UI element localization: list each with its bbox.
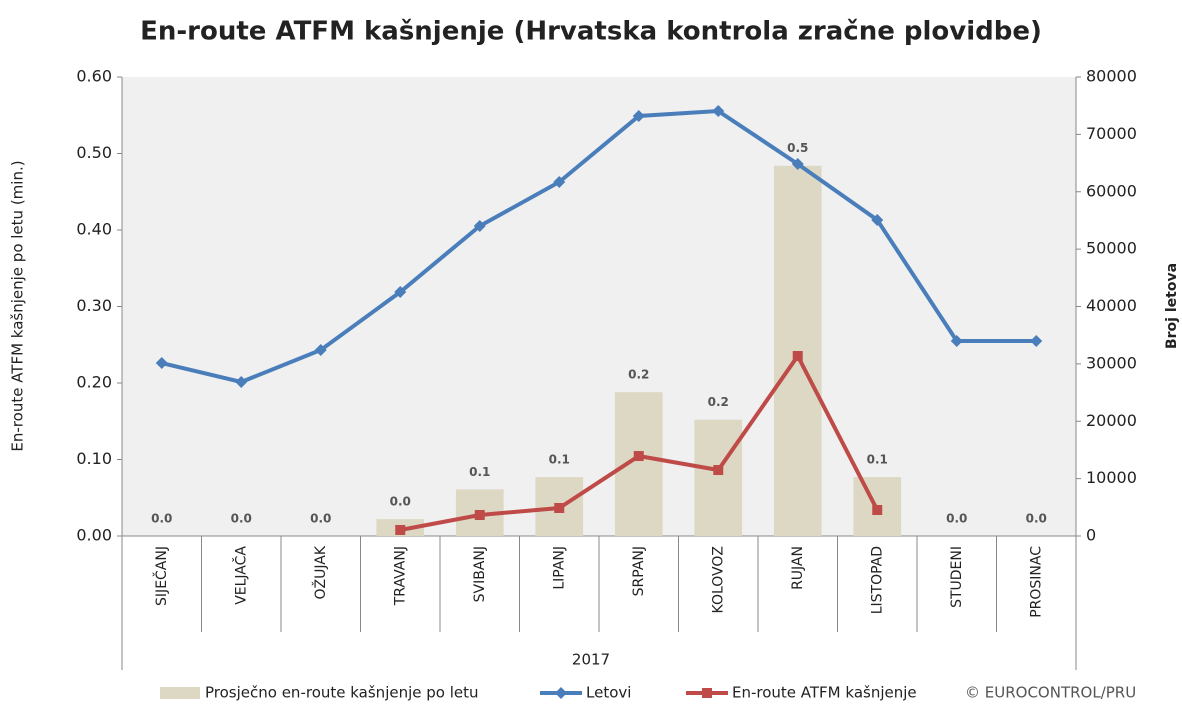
y-tick-label: 0.10 bbox=[76, 449, 112, 468]
point bbox=[713, 465, 724, 476]
y2-tick-label: 80000 bbox=[1086, 67, 1137, 86]
data-label: 0.0 bbox=[1026, 512, 1047, 526]
point bbox=[792, 351, 803, 362]
y-tick-label: 0.20 bbox=[76, 373, 112, 392]
x-tick-label: VELJAČA bbox=[231, 546, 249, 605]
legend-swatch bbox=[160, 687, 200, 699]
data-label: 0.1 bbox=[549, 453, 570, 467]
y2-tick-label: 50000 bbox=[1086, 239, 1137, 258]
x-tick-label: TRAVANJ bbox=[392, 546, 408, 606]
point bbox=[871, 213, 884, 226]
data-label: 0.0 bbox=[390, 495, 411, 509]
point bbox=[791, 157, 804, 170]
bar bbox=[773, 165, 822, 537]
plot-area bbox=[122, 77, 1076, 536]
line bbox=[161, 108, 1037, 385]
point bbox=[473, 220, 486, 233]
legend-label: Letovi bbox=[586, 684, 631, 702]
data-label: 0.0 bbox=[231, 512, 252, 526]
point bbox=[235, 376, 248, 389]
bar bbox=[614, 392, 663, 536]
point bbox=[1030, 334, 1043, 347]
y2-axis-label: Broj letova bbox=[1164, 263, 1180, 349]
point bbox=[554, 503, 565, 514]
data-label: 0.2 bbox=[628, 368, 649, 382]
point bbox=[633, 451, 644, 462]
data-label: 0.0 bbox=[310, 512, 331, 526]
legend-label: Prosječno en-route kašnjenje po letu bbox=[205, 684, 479, 702]
x-tick-label: SRPANJ bbox=[631, 546, 647, 596]
y-tick-label: 0.40 bbox=[76, 220, 112, 239]
data-label: 0.0 bbox=[151, 512, 172, 526]
y-tick-label: 0.60 bbox=[76, 67, 112, 86]
x-tick-label: LIPANJ bbox=[551, 546, 567, 590]
y-tick-label: 0.30 bbox=[76, 296, 112, 315]
data-label: 0.1 bbox=[469, 465, 490, 479]
y2-tick-label: 40000 bbox=[1086, 296, 1137, 315]
point bbox=[155, 357, 168, 370]
y2-tick-label: 10000 bbox=[1086, 468, 1137, 487]
x-tick-label: PROSINAC bbox=[1028, 546, 1044, 618]
chart-title: En-route ATFM kašnjenje (Hrvatska kontro… bbox=[140, 17, 1042, 47]
point bbox=[553, 175, 566, 188]
y2-tick-label: 70000 bbox=[1086, 124, 1137, 143]
footer: © EUROCONTROL/PRU bbox=[965, 684, 1136, 702]
y-axis-label: En-route ATFM kašnjenje po letu (min.) bbox=[9, 160, 27, 451]
point bbox=[395, 524, 406, 535]
point bbox=[314, 343, 327, 356]
data-label: 0.2 bbox=[708, 395, 729, 409]
data-label: 0.1 bbox=[867, 453, 888, 467]
group-label: 2017 bbox=[572, 651, 610, 669]
point bbox=[950, 334, 963, 347]
x-tick-label: LISTOPAD bbox=[869, 546, 885, 614]
legend-marker bbox=[555, 687, 567, 699]
x-tick-label: RUJAN bbox=[790, 546, 806, 590]
point bbox=[712, 105, 725, 118]
point bbox=[632, 110, 645, 123]
y-tick-label: 0.00 bbox=[76, 526, 112, 545]
data-label: 0.5 bbox=[787, 141, 808, 155]
data-label: 0.0 bbox=[946, 512, 967, 526]
y-tick-label: 0.50 bbox=[76, 143, 112, 162]
y2-tick-label: 30000 bbox=[1086, 353, 1137, 372]
point bbox=[474, 510, 485, 521]
y2-tick-label: 20000 bbox=[1086, 411, 1137, 430]
x-tick-label: OŽUJAK bbox=[311, 545, 329, 599]
x-tick-label: SIJEČANJ bbox=[152, 546, 170, 606]
x-tick-label: STUDENI bbox=[949, 546, 965, 608]
legend-label: En-route ATFM kašnjenje bbox=[732, 684, 917, 702]
bar bbox=[694, 419, 743, 536]
point bbox=[394, 285, 407, 298]
y2-tick-label: 0 bbox=[1086, 526, 1096, 545]
legend-marker bbox=[702, 688, 712, 698]
y2-tick-label: 60000 bbox=[1086, 181, 1137, 200]
point bbox=[872, 505, 883, 516]
x-tick-label: SVIBANJ bbox=[472, 546, 488, 602]
x-tick-label: KOLOVOZ bbox=[710, 546, 726, 613]
